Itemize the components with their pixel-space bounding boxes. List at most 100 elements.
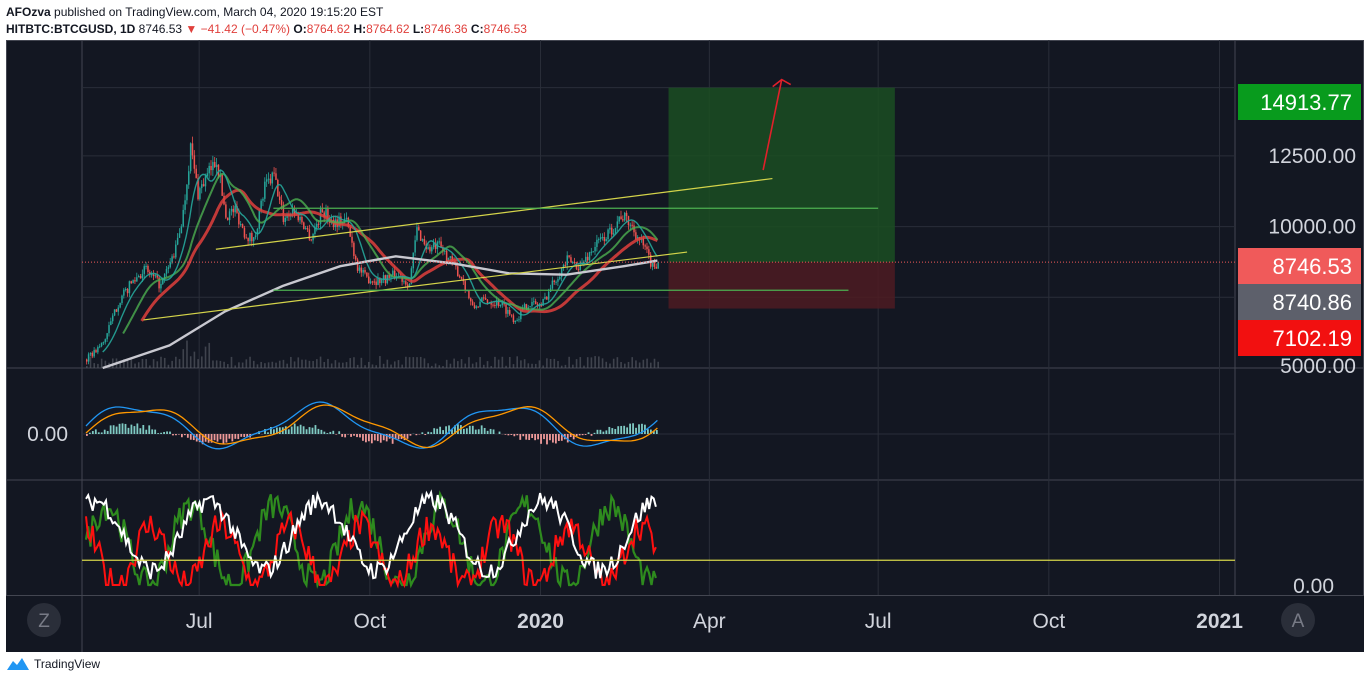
macd-bar [644, 424, 646, 434]
auto-scale-button-label: A [1292, 611, 1305, 632]
macd-bar [439, 426, 442, 434]
volume-bar [423, 358, 426, 368]
macd-bar [353, 434, 355, 436]
candle-body [362, 269, 364, 273]
macd-bar [192, 434, 195, 441]
volume-bar [186, 340, 188, 368]
candle-body [193, 155, 196, 169]
macd-bar [406, 434, 409, 439]
zoom-button[interactable] [27, 603, 61, 637]
macd-bar [626, 427, 629, 434]
macd-bar [106, 431, 109, 434]
macd-bar [525, 434, 528, 440]
oscillator-zero-label: 0.00 [1293, 575, 1334, 598]
volume-bar [442, 365, 444, 368]
volume-bar [175, 356, 177, 368]
macd-bar [130, 424, 133, 434]
volume-bar [579, 357, 582, 368]
auto-scale-button[interactable] [1281, 603, 1315, 637]
candle-body [653, 261, 656, 267]
candle-body [184, 200, 186, 210]
volume-bar [130, 357, 133, 368]
price-label-box [1238, 284, 1361, 320]
candle-body [412, 252, 415, 269]
macd-bar [483, 427, 486, 434]
author-name[interactable]: AFOzva [6, 5, 51, 19]
macd-bar [290, 426, 293, 434]
candle-body [479, 301, 481, 308]
candle-body [416, 227, 418, 241]
candle-body [468, 290, 470, 299]
macd-bar [382, 434, 385, 441]
candle-body [123, 289, 125, 296]
macd-bar [88, 432, 91, 434]
tradingview-logo-icon [7, 658, 29, 670]
macd-bar [240, 434, 243, 437]
macd-bar [445, 426, 447, 434]
macd-bar [468, 425, 471, 434]
chart-canvas[interactable]: 12500.00 10000.00 5000.00 14913.77 8746.53 87… [6, 40, 1364, 652]
volume-bar [252, 360, 255, 368]
candle-body [134, 280, 136, 282]
macd-bar [356, 434, 358, 438]
candle-body [137, 276, 140, 278]
candle-body [234, 206, 236, 213]
candle-body [325, 208, 327, 218]
volume-bar [93, 363, 96, 368]
target-arrow [762, 79, 783, 171]
macd-bar [103, 429, 106, 434]
candle-body [529, 306, 531, 308]
macd-bar [335, 434, 338, 435]
volume-bar [468, 357, 470, 368]
candle-body [175, 244, 177, 258]
candle-body [117, 307, 120, 312]
open-label: O: [293, 22, 307, 36]
candle-body [256, 228, 259, 236]
volume-bar [520, 360, 522, 368]
volume-bar [271, 361, 274, 368]
macd-bar [635, 427, 637, 434]
candle-body [243, 227, 246, 238]
candle-body [171, 256, 173, 263]
candle-body [269, 178, 272, 184]
volume-bar [201, 356, 203, 368]
volume-bar [104, 360, 107, 368]
candle-body [277, 179, 279, 197]
candle-body [544, 296, 546, 299]
volume-bar [449, 363, 452, 368]
candle-body [162, 278, 164, 284]
macd-bar [91, 431, 94, 434]
macd-bar [97, 432, 100, 434]
volume-bar [412, 357, 415, 368]
macd-bar [522, 434, 525, 437]
volume-bar [508, 356, 511, 368]
high-value: 8764.62 [366, 22, 410, 36]
macd-bar [451, 429, 453, 434]
volume-bar [160, 356, 162, 368]
volume-bar [390, 364, 392, 368]
moving-average-slow [140, 188, 658, 322]
oscillator-green-line [84, 490, 657, 589]
price-label-text: 8740.86 [1272, 290, 1352, 315]
macd-bar [403, 434, 406, 441]
volume-bar [189, 356, 192, 368]
macd-bar [510, 434, 513, 435]
volume-bar [152, 359, 155, 368]
volume-bar [178, 359, 181, 368]
macd-bar [433, 428, 436, 434]
candle-body [108, 325, 110, 334]
candle-body [373, 281, 376, 283]
price-label-text: 7102.19 [1272, 326, 1352, 351]
price-label-text: 14913.77 [1260, 90, 1352, 115]
candle-body [358, 267, 361, 271]
macd-bar [543, 434, 545, 440]
macd-bar [427, 431, 430, 434]
candle-body [418, 227, 420, 231]
volume-bar [89, 356, 92, 368]
candle-body [152, 274, 155, 277]
candle-body [442, 247, 444, 252]
volume-bar [230, 356, 233, 368]
candle-body [136, 277, 138, 282]
candle-body [106, 333, 108, 340]
time-tick-label: Oct [1033, 610, 1066, 633]
